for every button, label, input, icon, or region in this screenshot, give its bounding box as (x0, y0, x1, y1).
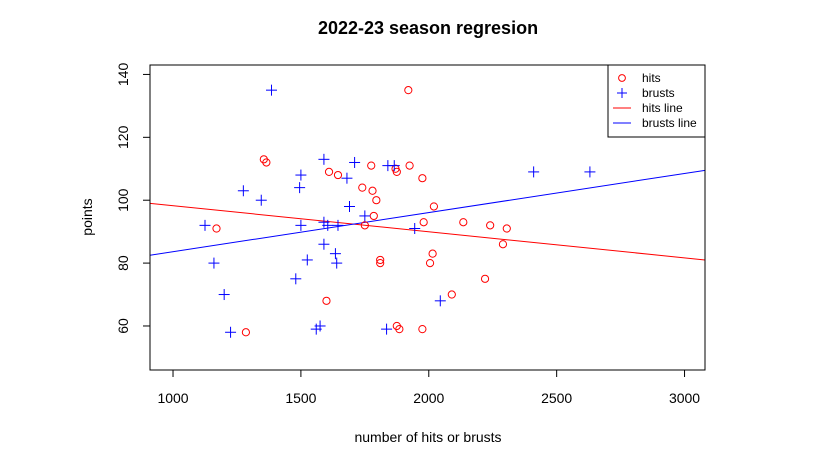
brusts-point-7 (265, 84, 277, 96)
brusts-point-32 (584, 166, 596, 178)
hits-point-33 (502, 224, 511, 233)
hits-point-13 (372, 196, 381, 205)
hits-point-25 (425, 258, 435, 268)
brusts-point-15 (318, 153, 330, 165)
hits-point-2 (241, 328, 251, 337)
x-tick-label-3000: 3000 (669, 390, 700, 406)
brusts-point-22 (341, 172, 353, 184)
brusts-point-9 (294, 182, 306, 194)
y-tick-label-80: 80 (115, 255, 131, 271)
brusts-point-19 (329, 248, 341, 260)
y-tick-label-60: 60 (115, 318, 131, 334)
legend-label: hits (642, 71, 661, 85)
hits-point-12 (369, 211, 378, 221)
hits-point-4 (262, 158, 271, 167)
legend-entry-hits: hits (618, 71, 661, 85)
regression-lines (149, 169, 706, 261)
legend-entry-hits-line: hits line (613, 101, 683, 115)
brusts-point-23 (343, 200, 355, 212)
legend-entry-brusts: brusts (617, 86, 675, 100)
x-tick-label-2000: 2000 (413, 390, 444, 406)
brusts-point-8 (290, 273, 302, 285)
y-tick-label-120: 120 (115, 125, 131, 149)
brusts-point-11 (295, 219, 307, 231)
brusts-point-4 (225, 326, 237, 338)
brusts-point-24 (349, 156, 361, 168)
regression-line-2 (149, 169, 706, 256)
hits-point-15 (376, 258, 385, 268)
brusts-point-31 (528, 166, 540, 178)
x-axis-label: number of hits or brusts (354, 429, 501, 445)
hits-point-6 (324, 167, 334, 177)
y-axis: 60 80 100 120 140 (115, 63, 151, 334)
hits-point-27 (429, 202, 438, 211)
hits-point-7 (333, 170, 343, 180)
hits-point-9 (360, 221, 369, 230)
brusts-point-30 (434, 295, 446, 307)
brusts-point-1 (199, 219, 211, 231)
hits-point-5 (322, 296, 331, 305)
brusts-point-6 (255, 194, 267, 206)
brusts-point-28 (388, 160, 400, 172)
brusts-point-14 (314, 320, 326, 332)
hits-point-20 (404, 86, 413, 95)
legend-entry-brusts-line: brusts line (613, 116, 697, 130)
data-points (199, 84, 596, 338)
hits-point-24 (419, 218, 428, 227)
hits-point-30 (480, 274, 490, 283)
x-axis: 1000 1500 2000 2500 3000 (157, 369, 700, 406)
hits-point-28 (447, 290, 456, 299)
brusts-point-10 (295, 169, 307, 181)
legend-label: brusts (642, 86, 675, 100)
brusts-point-21 (332, 219, 344, 231)
hits-point-8 (358, 183, 367, 192)
hits-point-11 (368, 186, 377, 195)
brusts-point-29 (409, 223, 421, 235)
x-tick-label-1000: 1000 (157, 390, 188, 406)
hits-point-21 (405, 161, 414, 170)
legend-label: hits line (642, 101, 683, 115)
hits-point-23 (418, 325, 427, 334)
hits-point-22 (418, 174, 427, 183)
legend-marker-circle (618, 74, 626, 82)
hits-point-32 (498, 240, 508, 249)
brusts-point-17 (318, 238, 330, 250)
y-tick-label-100: 100 (115, 188, 131, 212)
legend-label: brusts line (642, 116, 697, 130)
hits-point-26 (428, 249, 437, 258)
hits-point-10 (367, 161, 376, 170)
brusts-point-18 (322, 219, 334, 231)
y-tick-label-140: 140 (115, 63, 131, 87)
brusts-point-3 (218, 289, 230, 301)
y-axis-label: points (79, 198, 95, 235)
hits-point-17 (392, 167, 401, 177)
hits-point-29 (459, 218, 468, 227)
brusts-point-20 (331, 257, 343, 269)
legend-box (607, 64, 706, 138)
chart-title: 2022-23 season regresion (318, 18, 538, 38)
brusts-point-2 (208, 257, 220, 269)
hits-point-19 (395, 325, 404, 334)
x-tick-label-2500: 2500 (541, 390, 572, 406)
hits-point-14 (376, 255, 385, 265)
brusts-point-12 (301, 254, 313, 266)
brusts-point-25 (359, 210, 371, 222)
brusts-point-5 (237, 185, 249, 197)
regression-line-1 (149, 202, 706, 261)
hits-point-1 (212, 224, 221, 233)
x-tick-label-1500: 1500 (285, 390, 316, 406)
brusts-point-26 (381, 323, 393, 335)
hits-point-31 (486, 221, 495, 230)
